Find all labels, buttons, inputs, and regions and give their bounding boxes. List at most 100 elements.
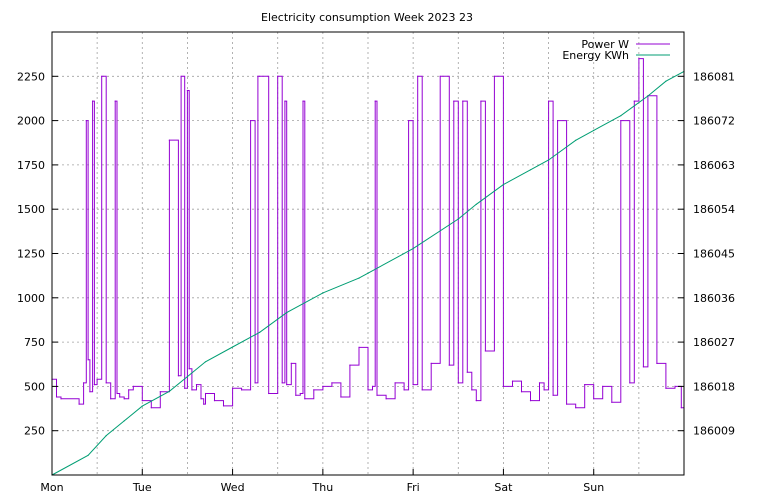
data-point-energy [665, 80, 667, 82]
legend: Power W Energy KWh [562, 38, 670, 62]
data-point-power [448, 364, 450, 366]
data-point-power [340, 396, 342, 398]
y-left-tick-label: 1250 [17, 248, 45, 261]
data-point-power [322, 385, 324, 387]
data-point-power [367, 389, 369, 391]
data-point-power [257, 75, 259, 77]
x-tick-label: Sat [494, 481, 513, 494]
x-tick-label: Sun [583, 481, 604, 494]
data-point-power [412, 384, 414, 386]
y-left-tick-label: 750 [24, 336, 45, 349]
data-point-power [250, 120, 252, 122]
data-point-power [232, 387, 234, 389]
x-tick-label: Fri [407, 481, 420, 494]
data-point-energy [647, 95, 649, 97]
series-layer [51, 58, 685, 476]
data-point-power [611, 401, 613, 403]
data-point-power [89, 391, 91, 393]
data-point-power [254, 382, 256, 384]
data-point-power [78, 403, 80, 405]
data-point-power [471, 389, 473, 391]
data-point-power [620, 120, 622, 122]
data-point-power [557, 120, 559, 122]
data-point-energy [457, 218, 459, 220]
data-point-power [453, 100, 455, 102]
data-point-power [123, 398, 125, 400]
y-right-tick-label: 186072 [693, 115, 735, 128]
legend-label-energy: Energy KWh [562, 49, 629, 62]
data-point-energy [204, 361, 207, 363]
x-tick-label: Tue [132, 481, 152, 494]
series-line-energy [51, 70, 685, 476]
data-point-power [417, 75, 419, 77]
data-point-power [548, 100, 550, 102]
data-point-power [116, 392, 118, 395]
data-point-power [602, 385, 604, 387]
y-right-tick-label: 186036 [693, 292, 735, 305]
axis-layer: 250 500 750 1000 1250 1500 1750 2000 2250 186009 1… [17, 70, 735, 494]
y-left-tick-label: 1500 [17, 203, 45, 216]
data-point-power [110, 398, 112, 400]
data-point-power [93, 384, 95, 386]
data-point-power [511, 380, 514, 382]
x-tick-label: Wed [221, 481, 245, 494]
data-point-energy [475, 203, 477, 205]
data-point-power [385, 398, 387, 400]
data-point-power [633, 100, 635, 102]
data-point-power [141, 400, 143, 402]
data-point-power [575, 407, 577, 409]
data-point-power [277, 75, 279, 77]
data-point-power [132, 385, 134, 387]
data-point-power [302, 100, 304, 102]
y-left-tick-label: 2250 [17, 70, 45, 83]
data-point-power [529, 400, 532, 402]
data-point-power [96, 378, 98, 380]
y-left-tick-label: 500 [24, 380, 45, 393]
data-point-power [290, 362, 292, 364]
data-point-power [403, 389, 405, 391]
data-point-power [177, 375, 179, 377]
data-point-power [430, 362, 432, 364]
data-point-power [284, 100, 286, 102]
data-point-power [200, 398, 202, 400]
data-point-energy [168, 390, 170, 392]
data-point-power [286, 384, 288, 386]
data-point-power [642, 366, 645, 368]
data-point-energy [548, 159, 550, 161]
data-point-energy [286, 312, 288, 314]
legend-label-power: Power W [581, 38, 629, 51]
data-point-power [656, 362, 658, 364]
data-point-power [665, 387, 667, 389]
data-point-power [421, 389, 423, 391]
data-point-energy [123, 420, 125, 422]
data-point-power [304, 398, 306, 400]
data-point-power [520, 391, 523, 393]
data-point-power [281, 382, 283, 384]
data-point-power [408, 120, 410, 122]
data-point-power [159, 391, 161, 393]
data-point-energy [367, 272, 369, 274]
data-point-power [203, 403, 205, 405]
data-point-power [376, 394, 378, 396]
data-point-power [552, 394, 554, 396]
x-tick-label: Mon [40, 481, 63, 494]
data-point-power [502, 385, 504, 387]
data-point-power [87, 359, 89, 361]
data-point-power [349, 364, 351, 366]
data-point-energy [186, 376, 188, 378]
data-point-power [475, 400, 477, 402]
data-point-power [680, 407, 682, 409]
data-point-power [92, 100, 94, 102]
data-point-power [493, 75, 495, 77]
data-point-power [241, 389, 243, 391]
data-point-power [150, 407, 152, 409]
data-point-power [114, 100, 116, 102]
data-point-power [186, 89, 188, 92]
x-tick-label: Thu [312, 481, 334, 494]
data-point-power [188, 368, 190, 370]
data-point-power [105, 382, 107, 384]
data-point-energy [322, 292, 324, 294]
data-point-energy [575, 139, 577, 141]
data-point-power [191, 389, 193, 391]
